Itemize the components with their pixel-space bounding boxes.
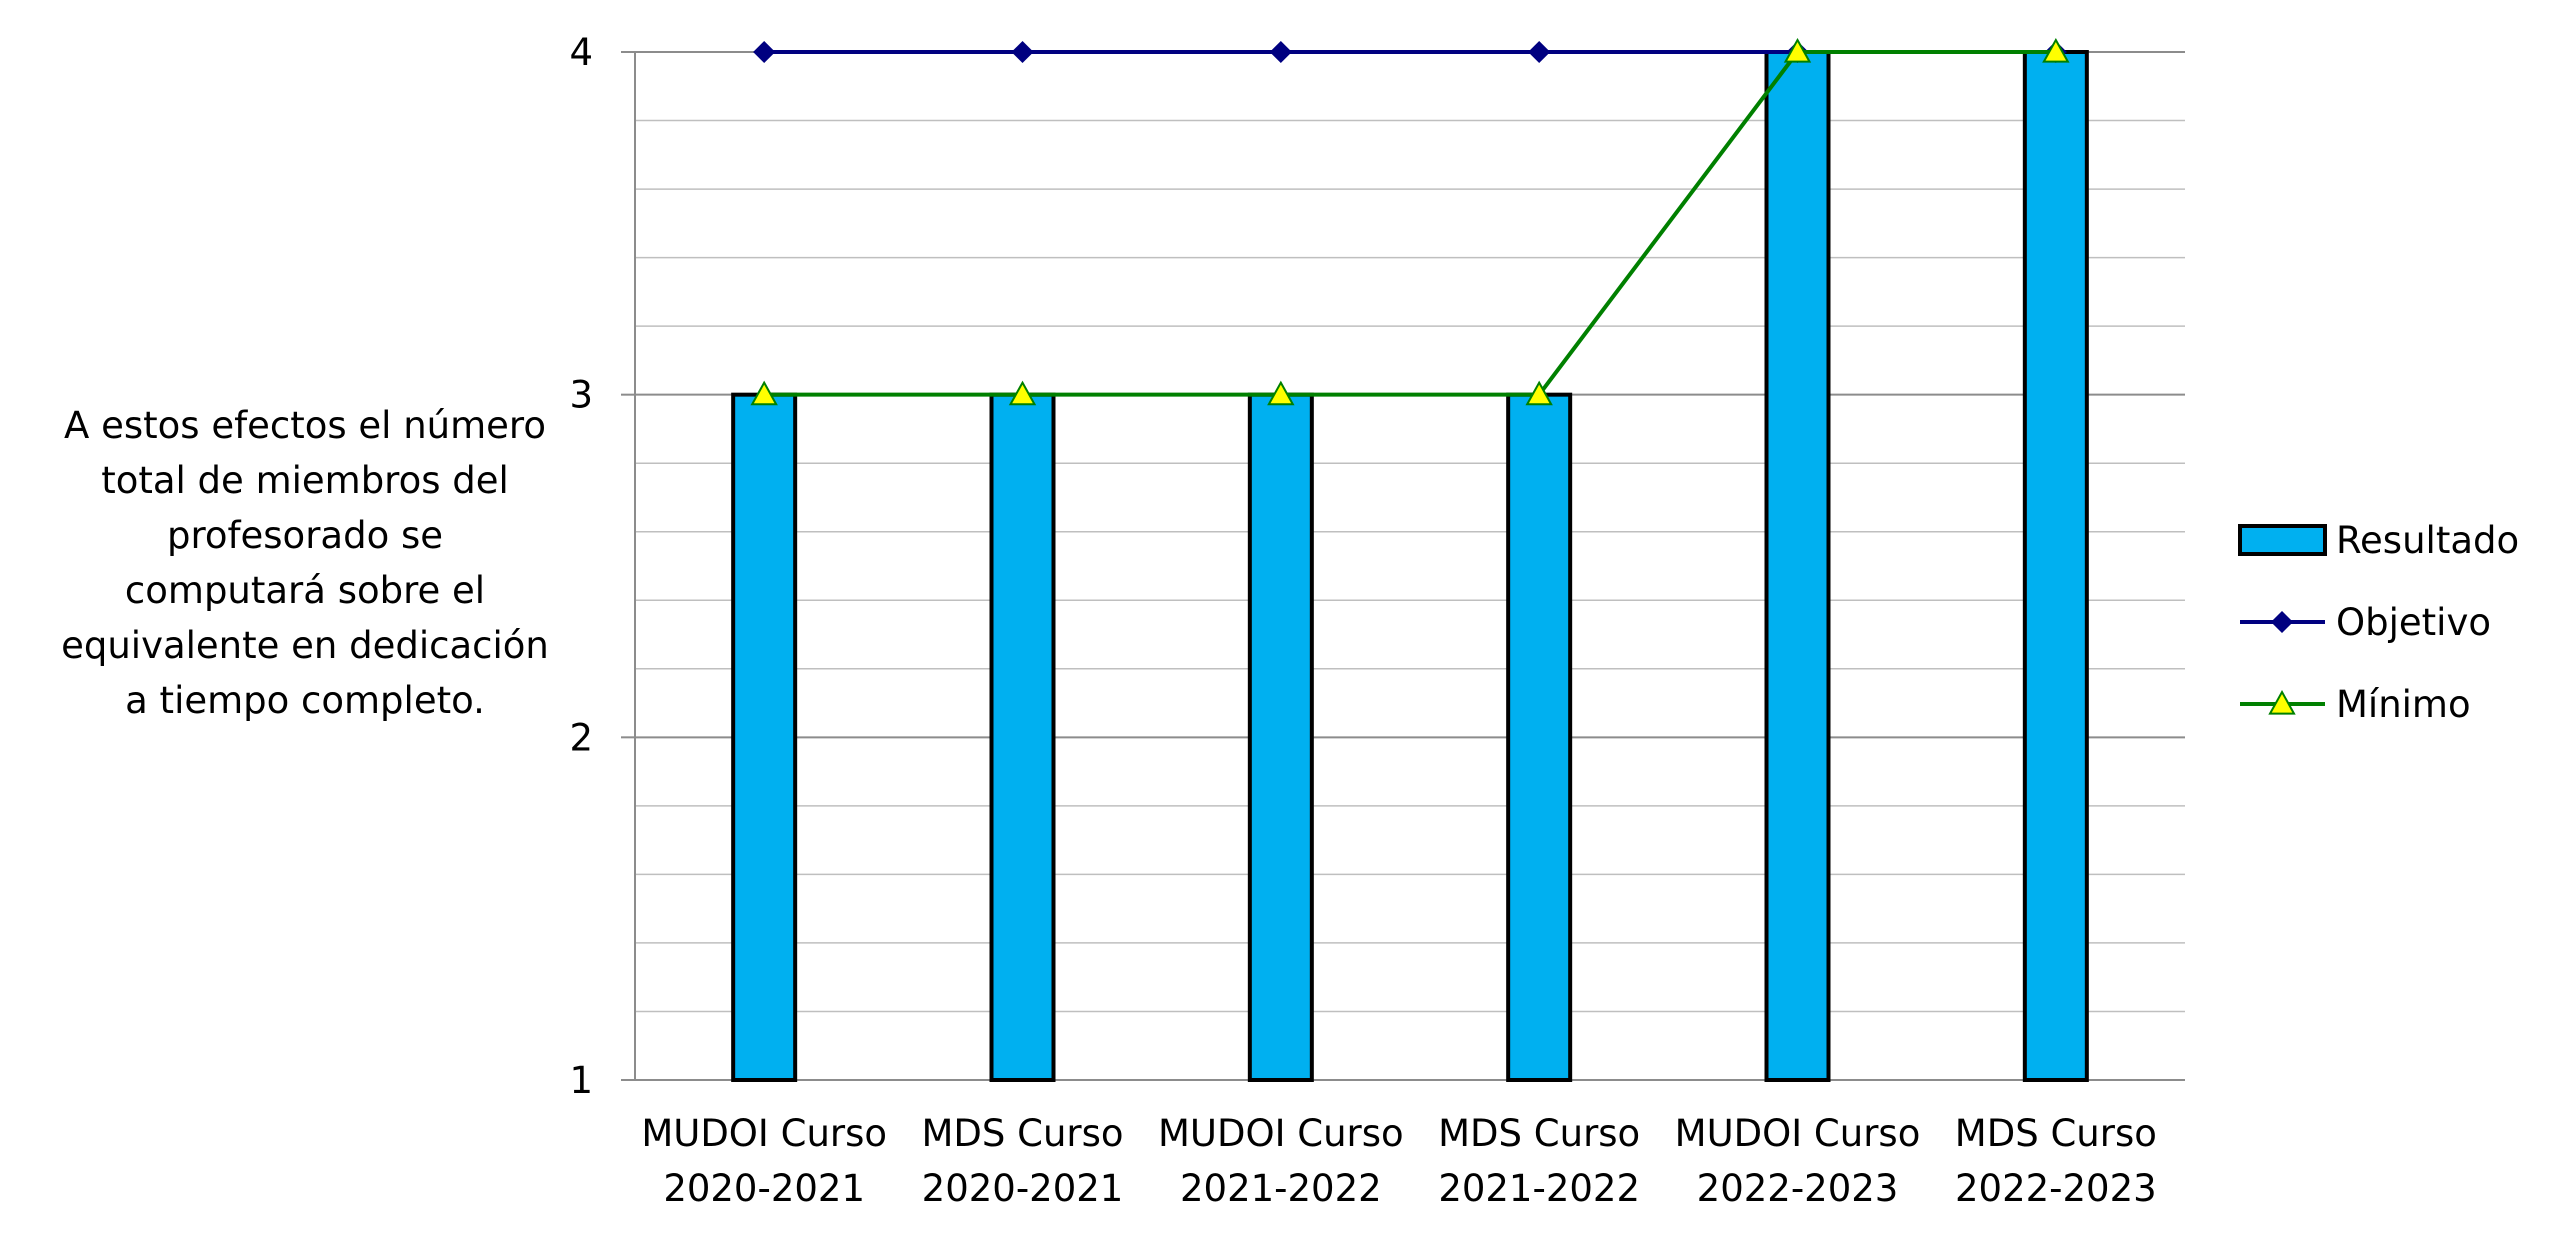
data-point-marker [750,380,778,406]
y-tick-label: 3 [569,374,593,417]
x-tick-label: MDS Curso [921,1112,1123,1155]
legend-label: Resultado [2336,519,2519,562]
x-tick-label: MDS Curso [1438,1112,1640,1155]
x-tick-label: 2021-2022 [1438,1167,1640,1210]
side-note-line: total de miembros del [101,459,509,502]
bar [1764,50,1831,1082]
data-point-marker [1525,380,1553,406]
data-point-marker [1528,40,1551,64]
x-tick-label: MUDOI Curso [1675,1112,1921,1155]
x-tick-label: MDS Curso [1955,1112,2157,1155]
data-point-marker [1011,40,1034,64]
bar-series [731,50,2089,1082]
axes [621,51,2185,1081]
data-point-marker [2042,37,2070,63]
x-tick-label: 2020-2021 [663,1167,865,1210]
legend-label: Mínimo [2336,683,2471,726]
legend: Resultado Objetivo Mínimo [2238,519,2519,726]
x-tick-label: MUDOI Curso [1158,1112,1404,1155]
legend-label: Objetivo [2336,601,2491,644]
x-tick-label: 2022-2023 [1955,1167,2157,1210]
data-point-marker [2270,610,2294,634]
x-tick-label: MUDOI Curso [641,1112,887,1155]
y-tick-label: 1 [569,1059,593,1102]
bar [731,392,798,1082]
data-point-marker [2268,689,2296,715]
data-point-marker [1269,40,1292,64]
side-note-line: equivalente en dedicación [61,624,549,667]
x-tick-label: 2021-2022 [1180,1167,1382,1210]
side-note-line: A estos efectos el número [64,404,546,447]
line-series [750,37,2070,406]
side-note-line: computará sobre el [124,569,486,612]
data-point-marker [1008,380,1037,406]
x-tick-label: 2022-2023 [1697,1167,1899,1210]
data-point-marker [1267,380,1295,406]
y-tick-label: 2 [569,716,593,759]
series-line [764,50,2056,397]
side-note-text: A estos efectos el número total de miemb… [40,398,570,728]
axis-labels: 1 2 3 4 MUDOI Curso 2020-2021 MDS Curso 2020-20… [569,31,2156,1210]
side-note-line: profesorado se [166,514,444,557]
data-point-marker [1783,37,1812,63]
bar [2022,50,2089,1082]
bar [1247,392,1314,1082]
data-point-marker [753,40,776,64]
side-note-line: a tiempo completo. [125,679,485,722]
y-tick-label: 4 [569,31,593,74]
bar [1506,392,1573,1082]
bar [989,392,1056,1082]
gridlines [635,51,2185,1013]
legend-swatch [2238,524,2327,556]
x-tick-label: 2020-2021 [922,1167,1124,1210]
